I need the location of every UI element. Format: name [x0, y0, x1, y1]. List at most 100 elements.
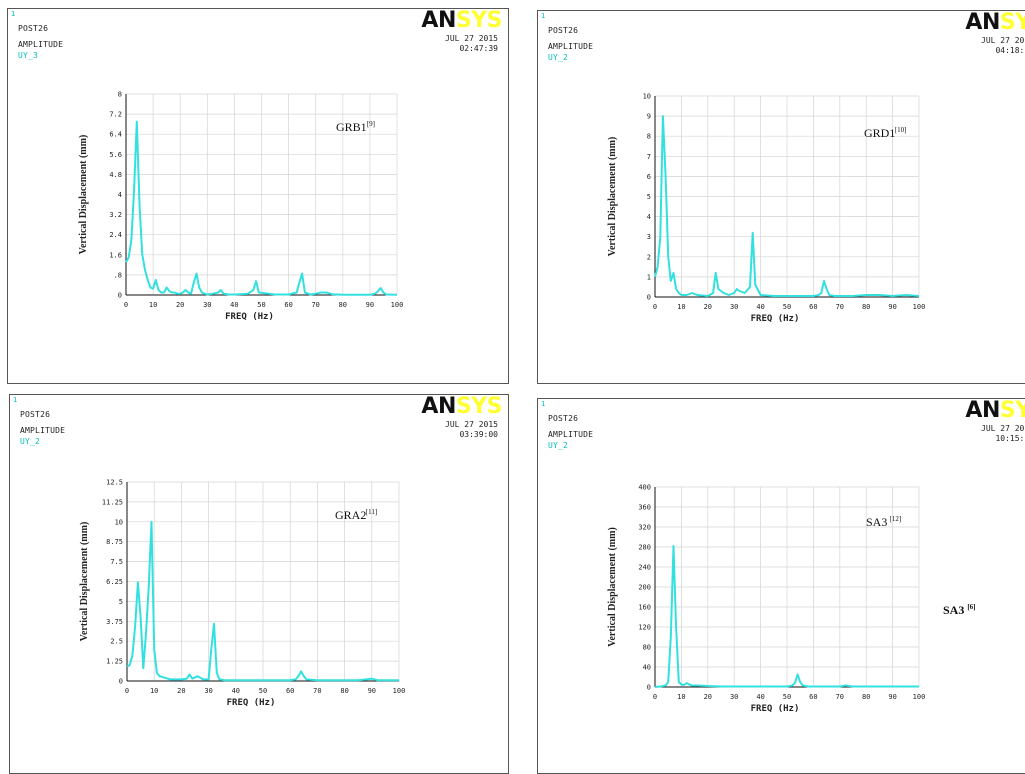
- x-tick-label: 50: [783, 303, 791, 311]
- x-tick-label: 20: [177, 687, 185, 695]
- y-tick-label: 2: [647, 253, 651, 261]
- series-line: [126, 520, 399, 682]
- y-tick-label: 4.8: [109, 171, 122, 179]
- plot-date: JUL 27 2015: [981, 36, 1025, 45]
- window-number: 1: [541, 400, 546, 408]
- y-tick-label: .8: [114, 271, 122, 279]
- x-tick-label: 20: [704, 303, 712, 311]
- ansys-logo: ANSYS: [965, 398, 1025, 423]
- y-tick-label: 4: [647, 213, 651, 221]
- y-tick-label: 280: [638, 544, 651, 552]
- chart-title-reference: [11]: [366, 508, 377, 516]
- x-tick-label: 30: [204, 687, 212, 695]
- x-tick-label: 30: [730, 303, 738, 311]
- chart-panel-sa3: 1 POST26 AMPLITUDE UY_2 ANSYS JUL 27 201…: [537, 398, 1025, 774]
- y-tick-label: 240: [638, 564, 651, 572]
- chart-title: GRB1: [336, 120, 367, 134]
- chart-panel-gra2: 1 POST26 AMPLITUDE UY_2 ANSYS JUL 27 201…: [9, 394, 509, 774]
- y-tick-label: 8.75: [106, 538, 123, 546]
- chart-title: SA3: [866, 515, 887, 529]
- x-tick-label: 90: [366, 301, 374, 309]
- plot-time: 10:15:11: [995, 434, 1025, 443]
- x-tick-label: 100: [913, 693, 926, 701]
- y-tick-label: 7.2: [109, 111, 122, 119]
- window-number: 1: [11, 10, 16, 18]
- x-tick-label: 90: [888, 303, 896, 311]
- x-tick-label: 80: [862, 693, 870, 701]
- y-tick-label: 4: [118, 191, 122, 199]
- x-tick-label: 90: [368, 687, 376, 695]
- y-tick-label: 400: [638, 484, 651, 492]
- x-tick-label: 20: [704, 693, 712, 701]
- program-label: POST26: [18, 24, 49, 33]
- y-tick-label: 3.75: [106, 618, 123, 626]
- display-label: AMPLITUDE: [548, 430, 594, 439]
- y-tick-label: 8: [647, 133, 651, 141]
- y-tick-label: 1: [647, 273, 651, 281]
- y-axis-label: Vertical Displacement (mm): [607, 137, 618, 257]
- y-tick-label: 7.5: [110, 558, 123, 566]
- x-axis-label: FREQ (Hz): [225, 312, 274, 322]
- x-axis-label: FREQ (Hz): [227, 698, 276, 708]
- x-tick-label: 60: [284, 301, 292, 309]
- chart-title-reference: [9]: [367, 120, 375, 128]
- x-tick-label: 70: [836, 303, 844, 311]
- y-tick-label: 0: [647, 294, 651, 302]
- x-tick-label: 90: [888, 693, 896, 701]
- series-line: [654, 545, 919, 688]
- variable-label: UY_3: [18, 51, 39, 60]
- window-number: 1: [13, 396, 18, 404]
- frequency-response-chart: 0 10 20 30 40 50 60 70 80 90 100 0 1.25 2.5 3.75 5 6.25 7…: [79, 479, 406, 709]
- display-label: AMPLITUDE: [20, 426, 66, 435]
- ansys-logo: ANSYS: [421, 8, 502, 33]
- x-tick-label: 40: [232, 687, 240, 695]
- y-tick-label: 0: [647, 684, 651, 692]
- y-tick-label: 3.2: [109, 211, 122, 219]
- x-tick-label: 80: [340, 687, 348, 695]
- frequency-response-chart: 0 10 20 30 40 50 60 70 80 90 100 0 1 2 3 4 5 6 7 8 9 10 FREQ (…: [607, 93, 926, 325]
- y-tick-label: 5: [119, 598, 123, 606]
- x-tick-label: 40: [230, 301, 238, 309]
- x-tick-label: 50: [257, 301, 265, 309]
- x-tick-label: 50: [783, 693, 791, 701]
- y-tick-label: 12.5: [106, 479, 123, 487]
- variable-label: UY_2: [20, 437, 41, 446]
- y-tick-label: 5.6: [109, 151, 122, 159]
- x-tick-label: 0: [653, 303, 657, 311]
- x-tick-label: 10: [150, 687, 158, 695]
- chart-title-reference: [10]: [895, 126, 907, 134]
- x-tick-label: 100: [393, 687, 406, 695]
- y-tick-label: 160: [638, 604, 651, 612]
- x-tick-label: 0: [124, 301, 128, 309]
- y-axis-label: Vertical Displacement (mm): [79, 522, 90, 642]
- y-tick-label: 6: [647, 173, 651, 181]
- x-tick-label: 0: [125, 687, 129, 695]
- chart-title-reference: [12]: [890, 515, 902, 523]
- x-tick-label: 10: [677, 303, 685, 311]
- y-axis-label: Vertical Displacement (mm): [607, 527, 618, 647]
- x-tick-label: 50: [259, 687, 267, 695]
- program-label: POST26: [548, 414, 579, 423]
- x-tick-label: 100: [391, 301, 404, 309]
- y-tick-label: 8: [118, 91, 122, 99]
- y-tick-label: 6.4: [109, 131, 122, 139]
- plot-date: JUL 27 2015: [981, 424, 1025, 433]
- y-tick-label: 6.25: [106, 578, 123, 586]
- x-tick-label: 70: [311, 301, 319, 309]
- display-label: AMPLITUDE: [548, 42, 594, 51]
- y-tick-label: 360: [638, 504, 651, 512]
- y-tick-label: 80: [643, 644, 651, 652]
- x-tick-label: 40: [756, 693, 764, 701]
- chart-panel-grb1: 1 POST26 AMPLITUDE UY_3 ANSYS JUL 27 201…: [7, 8, 509, 384]
- frequency-response-chart: 0 10 20 30 40 50 60 70 80 90 100 0 .8 1.6 2.4 3.2 4 4.8 5.…: [78, 91, 404, 323]
- y-tick-label: 1.6: [109, 251, 122, 259]
- y-tick-label: 3: [647, 233, 651, 241]
- x-tick-label: 100: [913, 303, 926, 311]
- x-tick-label: 20: [176, 301, 184, 309]
- x-tick-label: 30: [730, 693, 738, 701]
- x-axis-label: FREQ (Hz): [751, 314, 800, 324]
- x-tick-label: 30: [203, 301, 211, 309]
- y-tick-label: 9: [647, 113, 651, 121]
- y-tick-label: 7: [647, 153, 651, 161]
- y-tick-label: 11.25: [102, 498, 123, 506]
